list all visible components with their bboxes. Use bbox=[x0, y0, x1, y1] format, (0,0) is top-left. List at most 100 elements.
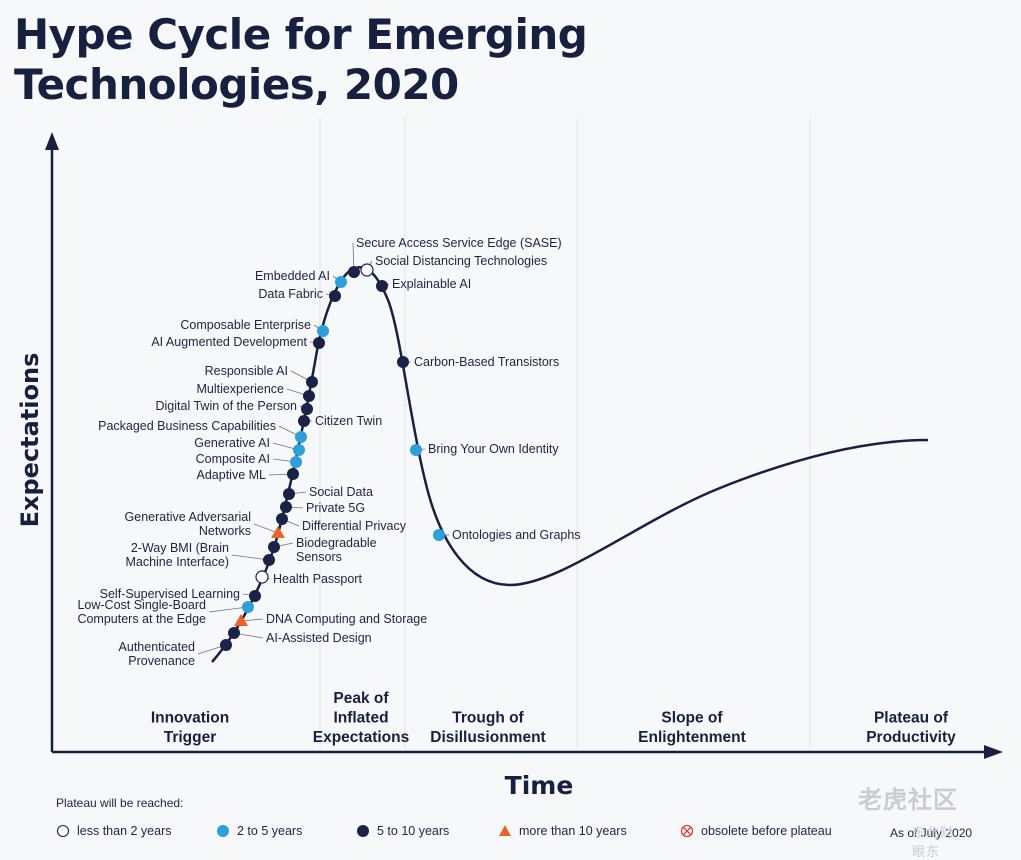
phase-label-line: Innovation bbox=[151, 710, 229, 727]
legend-item-5-to-10-years: 5 to 10 years bbox=[356, 824, 449, 838]
phase-label-2: Peak of Inflated Expectations bbox=[313, 690, 409, 746]
phase-label-line: Expectations bbox=[313, 729, 409, 746]
legend-label: 2 to 5 years bbox=[237, 824, 303, 838]
tech-label-dna-computing-and-storage: DNA Computing and Storage bbox=[266, 612, 427, 626]
y-axis-arrow-icon bbox=[45, 132, 59, 150]
marker-generative-ai-circle-icon bbox=[293, 444, 305, 456]
tech-label-differential-privacy: Differential Privacy bbox=[302, 519, 407, 533]
tech-label-carbon-based-transistors: Carbon-Based Transistors bbox=[414, 355, 559, 369]
marker-digital-twin-of-the-person-circle-icon bbox=[301, 403, 313, 415]
phase-labels: Innovation Trigger Peak of Inflated Expectat… bbox=[151, 690, 956, 746]
tech-label-line: Sensors bbox=[296, 550, 342, 564]
technology-markers bbox=[220, 263, 445, 651]
marker-embedded-ai-circle-icon bbox=[335, 276, 347, 288]
tech-label-line: Ontologies and Graphs bbox=[452, 528, 581, 542]
marker-carbon-based-transistors-circle-icon bbox=[397, 356, 409, 368]
leader-generative-adversarial-networks bbox=[253, 523, 279, 534]
tech-label-biodegradable-sensors: Biodegradable Sensors bbox=[296, 536, 377, 564]
tech-label-bring-your-own-identity: Bring Your Own Identity bbox=[428, 442, 559, 456]
tech-label-line: Responsible AI bbox=[205, 364, 288, 378]
tech-label-line: Authenticated bbox=[119, 640, 195, 654]
tech-label-line: Packaged Business Capabilities bbox=[98, 419, 276, 433]
tech-label-generative-adversarial-networks: Generative Adversarial Networks bbox=[125, 510, 251, 538]
legend-caption: Plateau will be reached: bbox=[56, 796, 184, 810]
phase-dividers bbox=[319, 118, 811, 748]
legend-label: 5 to 10 years bbox=[377, 824, 450, 838]
tech-label-secure-access-service-edge-sase: Secure Access Service Edge (SASE) bbox=[356, 236, 562, 250]
legend-label: less than 2 years bbox=[77, 824, 172, 838]
marker-social-distancing-technologies-hollow-circle-icon bbox=[360, 263, 374, 277]
tech-label-line: Machine Interface) bbox=[125, 555, 229, 569]
tech-label-line: Citizen Twin bbox=[315, 414, 382, 428]
orange-triangle-icon bbox=[499, 825, 511, 836]
tech-label-line: Explainable AI bbox=[392, 277, 471, 291]
watermark-text: 老虎社区 bbox=[858, 787, 958, 814]
phase-label-line: Productivity bbox=[866, 729, 956, 746]
hollow-circle-icon bbox=[56, 824, 70, 838]
watermark-subtext: 东北财眼东 bbox=[912, 825, 955, 859]
tech-label-line: Computers at the Edge bbox=[77, 612, 206, 626]
phase-label-line: Inflated bbox=[333, 710, 388, 727]
tech-label-line: AI-Assisted Design bbox=[266, 631, 372, 645]
marker-explainable-ai-circle-icon bbox=[376, 280, 388, 292]
marker-packaged-business-capabilities-circle-icon bbox=[295, 431, 307, 443]
tech-label-social-data: Social Data bbox=[309, 485, 373, 499]
tech-label-line: DNA Computing and Storage bbox=[266, 612, 427, 626]
tech-label-ontologies-and-graphs: Ontologies and Graphs bbox=[452, 528, 581, 542]
tech-label-low-cost-single-board-computers-at-the-edge: Low-Cost Single-Board Computers at the Ed… bbox=[77, 598, 206, 626]
tech-label-citizen-twin: Citizen Twin bbox=[315, 414, 382, 428]
tech-label-line: Differential Privacy bbox=[302, 519, 407, 533]
tech-label-explainable-ai: Explainable AI bbox=[392, 277, 471, 291]
tech-label-line: Provenance bbox=[128, 654, 195, 668]
tech-label-social-distancing-technologies: Social Distancing Technologies bbox=[375, 254, 547, 268]
marker-low-cost-single-board-computers-at-the-edge-circle-icon bbox=[242, 601, 254, 613]
title-line-2: Technologies, 2020 bbox=[14, 60, 459, 109]
marker-composable-enterprise-circle-icon bbox=[317, 325, 329, 337]
watermark: 老虎社区 东北财眼东 bbox=[858, 780, 958, 859]
tech-label-adaptive-ml: Adaptive ML bbox=[197, 468, 267, 482]
tech-label-generative-ai: Generative AI bbox=[194, 436, 270, 450]
marker-dna-computing-and-storage-triangle-icon bbox=[234, 614, 248, 626]
tech-label-2-way-bmi-brain-machine-interface: 2-Way BMI (Brain Machine Interface) bbox=[125, 541, 229, 569]
marker-2-way-bmi-brain-machine-interface-circle-icon bbox=[263, 554, 275, 566]
tech-label-line: Digital Twin of the Person bbox=[155, 399, 297, 413]
leader-low-cost-single-board-computers-at-the-edge bbox=[208, 606, 249, 613]
tech-label-line: Composite AI bbox=[196, 452, 270, 466]
phase-label-4: Slope of Enlightenment bbox=[638, 710, 746, 747]
tech-label-line: AI Augmented Development bbox=[151, 335, 307, 349]
marker-authenticated-provenance-circle-icon bbox=[220, 639, 232, 651]
tech-label-private-5g: Private 5G bbox=[306, 501, 365, 515]
tech-label-line: Data Fabric bbox=[258, 287, 323, 301]
tech-label-multiexperience: Multiexperience bbox=[196, 382, 284, 396]
tech-label-digital-twin-of-the-person: Digital Twin of the Person bbox=[155, 399, 297, 413]
tech-label-line: Adaptive ML bbox=[197, 468, 267, 482]
phase-label-line: Plateau of bbox=[874, 710, 949, 727]
marker-ontologies-and-graphs-circle-icon bbox=[433, 529, 445, 541]
tech-label-line: Low-Cost Single-Board bbox=[77, 598, 206, 612]
light-blue-circle-icon bbox=[217, 825, 229, 837]
tech-label-line: Composable Enterprise bbox=[180, 318, 311, 332]
legend-item-less-than-2-years: less than 2 years bbox=[56, 824, 172, 838]
phase-label-line: Peak of bbox=[333, 690, 389, 707]
page-title: Hype Cycle for Emerging Technologies, 20… bbox=[14, 10, 654, 110]
tech-label-ai-augmented-development: AI Augmented Development bbox=[151, 335, 307, 349]
tech-label-line: Social Distancing Technologies bbox=[375, 254, 547, 268]
marker-citizen-twin-circle-icon bbox=[298, 415, 310, 427]
marker-social-data-circle-icon bbox=[283, 488, 295, 500]
crossed-circle-icon bbox=[680, 824, 694, 838]
legend: less than 2 years 2 to 5 years 5 to 10 yea… bbox=[56, 824, 986, 842]
axes bbox=[45, 132, 1003, 759]
marker-adaptive-ml-circle-icon bbox=[287, 468, 299, 480]
tech-label-line: Embedded AI bbox=[255, 269, 330, 283]
phase-label-line: Trigger bbox=[164, 729, 217, 746]
phase-label-1: Innovation Trigger bbox=[151, 710, 229, 747]
y-axis-label: Expectations bbox=[16, 353, 44, 528]
marker-private-5g-circle-icon bbox=[280, 501, 292, 513]
tech-label-line: Social Data bbox=[309, 485, 373, 499]
marker-data-fabric-circle-icon bbox=[329, 290, 341, 302]
tech-label-responsible-ai: Responsible AI bbox=[205, 364, 288, 378]
legend-item-more-than-10-years: more than 10 years bbox=[498, 824, 627, 838]
marker-generative-adversarial-networks-triangle-icon bbox=[271, 526, 285, 538]
tech-label-self-supervised-learning: Self-Supervised Learning bbox=[100, 587, 240, 601]
